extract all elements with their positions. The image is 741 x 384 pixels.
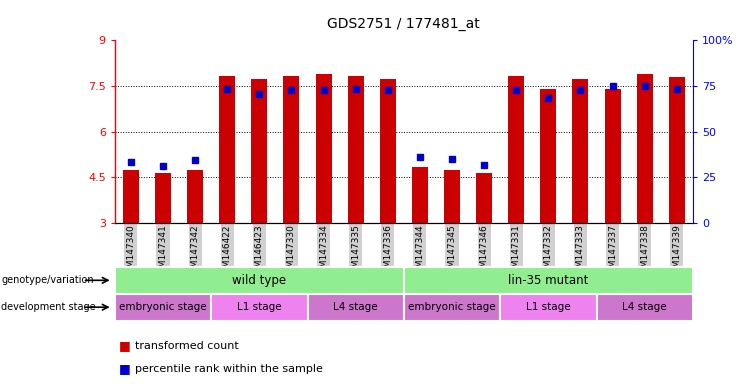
Bar [412,167,428,223]
Text: development stage: development stage [1,302,96,312]
Text: embryonic stage: embryonic stage [119,302,207,312]
Bar [444,170,460,223]
Bar [508,76,524,223]
Bar [500,294,597,321]
Text: L1 stage: L1 stage [526,302,571,312]
Bar [219,76,235,223]
Bar [348,76,364,223]
Text: genotype/variation: genotype/variation [1,275,94,285]
Text: L1 stage: L1 stage [237,302,282,312]
Bar [115,267,404,294]
Text: embryonic stage: embryonic stage [408,302,496,312]
Text: L4 stage: L4 stage [333,302,378,312]
Text: L4 stage: L4 stage [622,302,667,312]
Bar [283,76,299,223]
Bar [605,89,620,223]
Text: ■: ■ [119,339,130,352]
Bar [404,267,693,294]
Text: ■: ■ [119,362,130,375]
Bar [115,294,211,321]
Bar [211,294,308,321]
Bar [572,79,588,223]
Bar [404,294,500,321]
Bar [123,170,139,223]
Bar [476,173,492,223]
Bar [597,294,693,321]
Bar [308,294,404,321]
Bar [668,77,685,223]
Bar [155,173,171,223]
Text: wild type: wild type [232,274,287,287]
Bar [251,79,268,223]
Bar [379,79,396,223]
Bar [316,74,332,223]
Text: lin-35 mutant: lin-35 mutant [508,274,588,287]
Bar [637,74,653,223]
Text: transformed count: transformed count [135,341,239,351]
Bar [187,170,203,223]
Bar [540,89,556,223]
Text: GDS2751 / 177481_at: GDS2751 / 177481_at [328,17,480,31]
Text: percentile rank within the sample: percentile rank within the sample [135,364,323,374]
